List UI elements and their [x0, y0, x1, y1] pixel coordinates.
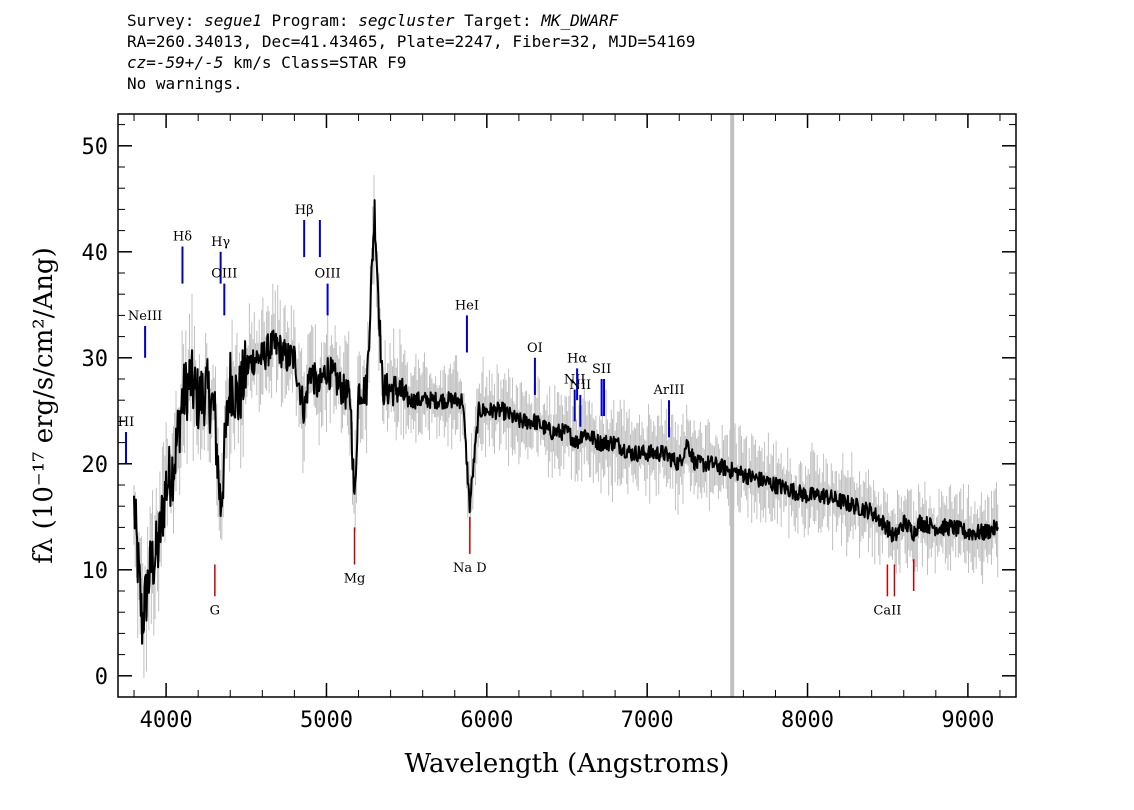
y-tick-label: 30: [82, 347, 109, 372]
y-tick-label: 10: [82, 559, 109, 584]
warnings-line: No warnings.: [127, 74, 243, 93]
program-value: segcluster: [358, 11, 455, 30]
emission-line-label: SII: [592, 362, 611, 377]
emission-line-label: OIII: [211, 267, 237, 282]
absorption-line-label: Na D: [453, 561, 487, 576]
flux-line: [133, 199, 999, 645]
emission-line-label: Hδ: [173, 230, 192, 245]
emission-line-label: HI: [118, 415, 134, 430]
x-tick-label: 9000: [941, 708, 994, 733]
absorption-line-label: Mg: [344, 572, 366, 587]
spectrum-header: Survey: segue1 Program: segcluster Targe…: [127, 10, 695, 94]
emission-line-label: Hγ: [211, 235, 230, 250]
flux-series: [133, 199, 999, 645]
y-tick-label: 0: [95, 665, 108, 690]
emission-line-label: NII: [569, 378, 591, 393]
coordinates-line: RA=260.34013, Dec=41.43465, Plate=2247, …: [127, 32, 696, 51]
class-text: km/s Class=STAR F9: [223, 53, 407, 72]
y-tick-label: 50: [82, 135, 109, 160]
emission-line-label: NII: [564, 373, 586, 388]
absorption-line-label: CaII: [873, 603, 901, 618]
survey-line: Survey: segue1 Program: segcluster Targe…: [127, 10, 695, 31]
plot-frame: [117, 113, 1017, 698]
x-tick-label: 7000: [621, 708, 674, 733]
program-label: Program:: [261, 11, 359, 30]
cz-value: -59+/-5: [155, 53, 224, 72]
x-axis-title: Wavelength (Angstroms): [405, 749, 730, 779]
target-value: MK_DWARF: [541, 11, 619, 30]
absorption-line-label: G: [210, 603, 220, 618]
emission-line-label: Hβ: [295, 203, 314, 218]
emission-line-label: HeI: [455, 298, 479, 313]
emission-line-label: OI: [527, 341, 543, 356]
x-tick-label: 4000: [140, 708, 193, 733]
y-tick-label: 40: [82, 241, 109, 266]
emission-line-label: OIII: [315, 267, 341, 282]
x-tick-label: 6000: [460, 708, 513, 733]
emission-line-label: NeIII: [128, 309, 162, 324]
emission-line-label: Hα: [567, 351, 587, 366]
y-axis-title: fλ (10⁻¹⁷ erg/s/cm²/Ang): [29, 247, 59, 563]
cz-label: cz=: [127, 53, 156, 72]
target-label: Target:: [454, 11, 542, 30]
survey-value: segue1: [204, 11, 262, 30]
x-tick-label: 5000: [300, 708, 353, 733]
x-tick-label: 8000: [781, 708, 834, 733]
y-tick-label: 20: [82, 453, 109, 478]
axis-ticks: 4000 5000 6000 7000 8000 9000 0 10 20 30 40 50: [82, 114, 1016, 733]
redshift-line: cz=-59+/-5 km/s Class=STAR F9: [127, 52, 695, 73]
survey-label: Survey:: [127, 11, 205, 30]
emission-line-label: ArIII: [652, 383, 684, 398]
